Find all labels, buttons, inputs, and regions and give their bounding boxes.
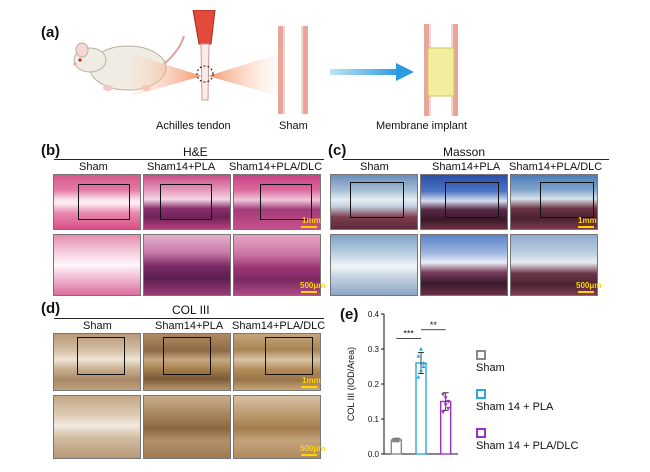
col3-scale-500: 500μm (300, 444, 326, 453)
sham-tube-illustration (278, 26, 308, 114)
col3-sham-zoom (53, 395, 141, 459)
legend-label-pla: Sham 14 + PLA (476, 401, 554, 413)
masson-sham-zoom-box (350, 182, 404, 218)
data-point (416, 375, 421, 379)
masson-pla-dlc-zoom-box (540, 182, 594, 218)
masson-col-pla-dlc: Sham14+PLA/DLC (509, 161, 603, 173)
he-scale-bar-1mm (301, 226, 317, 228)
he-pla-overview (143, 174, 231, 230)
divider-col3 (54, 318, 324, 319)
data-point (419, 347, 423, 351)
y-axis-label: COL III (IOD/Area) (346, 347, 356, 421)
col3-scale-bar-500 (301, 454, 317, 456)
legend-swatch-pla-dlc (476, 428, 486, 438)
panel-d-label: (d) (41, 300, 61, 317)
panel-a-label: (a) (41, 24, 60, 41)
masson-scale-1mm: 1mm (578, 216, 597, 225)
masson-pla-overview (420, 174, 508, 230)
data-point (441, 392, 446, 397)
col3-title: COL III (172, 303, 210, 317)
he-scale-1mm: 1mm (302, 216, 321, 225)
col3-sham-overview (53, 333, 141, 391)
masson-pla-zoom-box (445, 182, 499, 218)
data-point (397, 437, 401, 441)
col3-scale-1mm: 1mm (302, 376, 321, 385)
he-col-pla: Sham14+PLA (147, 161, 216, 173)
legend-label-sham: Sham (476, 362, 505, 374)
panel-c-label: (c) (328, 142, 347, 159)
membrane-implant-illustration (424, 24, 458, 116)
significance-label: *** (403, 329, 414, 339)
y-tick-label: 0.4 (368, 310, 380, 319)
he-scale-bar-500 (301, 291, 317, 293)
arrow-right-icon (330, 63, 414, 81)
data-point (392, 438, 396, 442)
col3-col-sham: Sham (83, 320, 112, 332)
col3-pla-dlc-zoom-box (265, 337, 313, 375)
y-tick-label: 0.1 (368, 415, 380, 424)
he-title: H&E (183, 145, 208, 159)
col3-scale-bar-1mm (301, 386, 317, 388)
data-point (421, 364, 426, 369)
masson-scale-bar-500 (578, 291, 594, 293)
masson-scale-500: 500μm (576, 281, 602, 290)
he-sham-zoom-box (78, 184, 130, 220)
data-point (441, 410, 446, 414)
masson-col-pla: Sham14+PLA (432, 161, 501, 173)
divider-he (54, 159, 324, 160)
achilles-tendon-illustration (192, 10, 216, 101)
data-point (446, 406, 451, 411)
panel-b-label: (b) (41, 142, 61, 159)
data-point (446, 399, 451, 404)
caption-sham: Sham (279, 120, 308, 132)
significance-label: ** (430, 320, 438, 330)
he-sham-zoom (53, 234, 141, 296)
masson-pla-dlc-overview (510, 174, 598, 230)
masson-pla-dlc-zoom (510, 234, 598, 296)
caption-achilles-tendon: Achilles tendon (156, 120, 231, 132)
y-tick-label: 0.0 (368, 450, 380, 459)
col3-col-pla-dlc: Sham14+PLA/DLC (232, 320, 326, 332)
masson-scale-bar-1mm (578, 226, 594, 228)
col3-pla-zoom (143, 395, 231, 459)
y-tick-label: 0.2 (368, 380, 380, 389)
he-pla-dlc-zoom (233, 234, 321, 296)
y-tick-label: 0.3 (368, 345, 380, 354)
he-pla-dlc-overview (233, 174, 321, 230)
he-pla-zoom-box (160, 184, 212, 220)
he-col-sham: Sham (79, 161, 108, 173)
col3-pla-dlc-zoom (233, 395, 321, 459)
col3-pla-overview (143, 333, 231, 391)
masson-col-sham: Sham (360, 161, 389, 173)
divider-masson (343, 159, 609, 160)
light-beam (132, 54, 278, 96)
masson-sham-zoom (330, 234, 418, 296)
masson-title: Masson (443, 145, 486, 159)
data-point (421, 361, 426, 365)
rat-illustration (73, 35, 185, 91)
data-point (443, 403, 448, 407)
legend-swatch-pla (476, 389, 486, 399)
col3-pla-dlc-overview (233, 333, 321, 391)
he-pla-zoom (143, 234, 231, 296)
he-col-pla-dlc: Sham14+PLA/DLC (229, 161, 323, 173)
masson-pla-zoom (420, 234, 508, 296)
col3-col-pla: Sham14+PLA (155, 320, 224, 332)
legend-swatch-sham (476, 350, 486, 360)
data-point (419, 368, 423, 372)
legend-label-pla-dlc: Sham 14 + PLA/DLC (476, 440, 579, 452)
col3-sham-zoom-box (77, 337, 125, 375)
he-sham-overview (53, 174, 141, 230)
data-point (416, 354, 421, 358)
data-point (394, 438, 398, 442)
data-point (443, 396, 448, 400)
col3-pla-zoom-box (163, 337, 211, 375)
he-scale-500: 500μm (300, 281, 326, 290)
he-pla-dlc-zoom-box (260, 184, 312, 220)
caption-membrane-implant: Membrane implant (376, 120, 468, 132)
panel-e-label: (e) (340, 306, 359, 323)
